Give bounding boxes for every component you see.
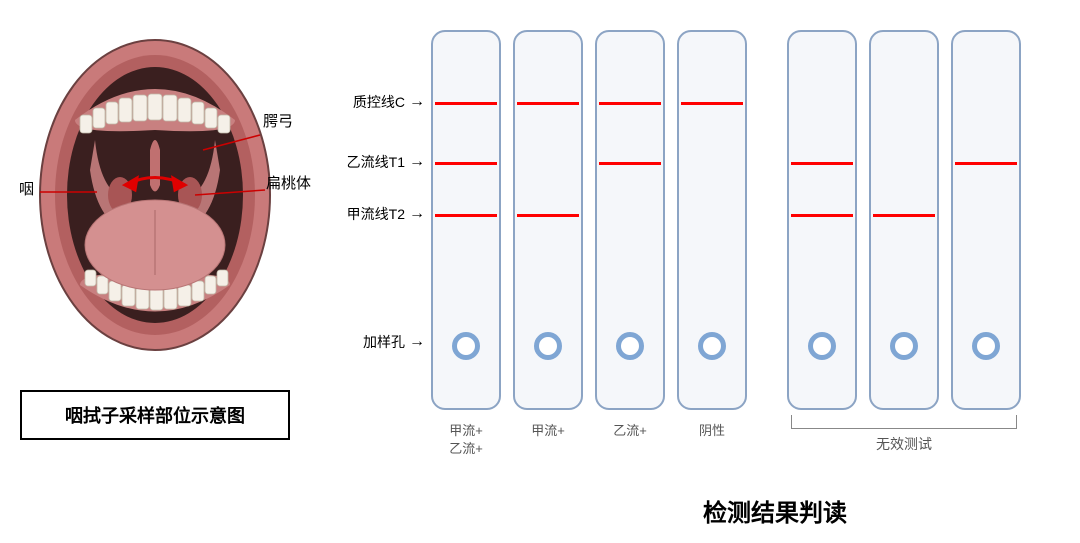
invalid-bracket <box>791 415 1017 429</box>
anatomy-caption: 咽拭子采样部位示意图 <box>20 390 290 440</box>
strip-line-t1 <box>955 162 1017 165</box>
strip-caption: 甲流+ <box>507 422 589 440</box>
arrow-icon: → <box>409 333 425 351</box>
label-line-t1: 乙流线T1 → <box>347 152 425 172</box>
sample-well <box>534 332 562 360</box>
test-strip <box>951 30 1021 410</box>
strip-line-c <box>681 102 743 105</box>
sample-well <box>616 332 644 360</box>
strip-caption: 甲流+乙流+ <box>425 422 507 458</box>
test-strip <box>595 30 665 410</box>
test-strip <box>431 30 501 410</box>
mouth-svg <box>25 30 285 360</box>
test-strip <box>677 30 747 410</box>
strip-line-t1 <box>791 162 853 165</box>
sample-well <box>808 332 836 360</box>
strip-line-t1 <box>599 162 661 165</box>
label-sample-well: 加样孔 → <box>363 332 425 352</box>
strip-line-c <box>517 102 579 105</box>
label-pharynx: 咽 <box>19 178 34 199</box>
label-line-t2-text: 甲流线T2 <box>347 204 405 224</box>
label-tonsil: 扁桃体 <box>266 172 311 193</box>
anatomy-panel: 咽 腭弓 扁桃体 咽拭子采样部位示意图 <box>0 0 310 543</box>
test-strip <box>513 30 583 410</box>
label-sample-well-text: 加样孔 <box>363 332 405 352</box>
strip-caption: 阴性 <box>671 422 753 440</box>
test-strip-panel: 质控线C → 乙流线T1 → 甲流线T2 → 加样孔 → <box>310 0 1080 543</box>
strip-line-c <box>435 102 497 105</box>
strip-line-c <box>599 102 661 105</box>
strip-line-t1 <box>435 162 497 165</box>
strip-line-t2 <box>435 214 497 217</box>
sample-well <box>452 332 480 360</box>
test-strip <box>869 30 939 410</box>
test-strip <box>787 30 857 410</box>
arrow-icon: → <box>409 93 425 111</box>
label-line-t1-text: 乙流线T1 <box>347 152 405 172</box>
strip-caption: 乙流+ <box>589 422 671 440</box>
strip-line-t2 <box>517 214 579 217</box>
main-title: 检测结果判读 <box>703 493 847 528</box>
arrow-icon: → <box>409 153 425 171</box>
mouth-illustration: 咽 腭弓 扁桃体 <box>25 30 285 360</box>
label-line-t2: 甲流线T2 → <box>347 204 425 224</box>
strip-area: 质控线C → 乙流线T1 → 甲流线T2 → 加样孔 → <box>425 30 1060 450</box>
line-labels-column: 质控线C → 乙流线T1 → 甲流线T2 → 加样孔 → <box>310 30 425 450</box>
sample-well <box>698 332 726 360</box>
strips-row <box>425 30 1060 450</box>
strip-line-t2 <box>791 214 853 217</box>
arrow-icon: → <box>409 205 425 223</box>
sample-well <box>890 332 918 360</box>
label-palatal-arch: 腭弓 <box>263 110 293 131</box>
strip-line-t2 <box>873 214 935 217</box>
invalid-label: 无效测试 <box>781 434 1027 454</box>
label-line-c-text: 质控线C <box>353 92 405 112</box>
label-line-c: 质控线C → <box>353 92 425 112</box>
sample-well <box>972 332 1000 360</box>
